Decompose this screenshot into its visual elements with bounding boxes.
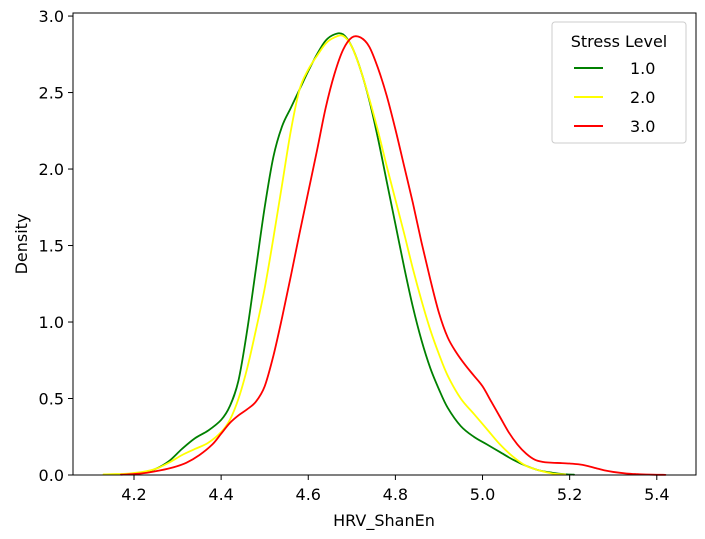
y-tick-label: 1.5 [39,237,64,256]
y-tick-label: 2.0 [39,160,64,179]
x-axis: 4.2 4.4 4.6 4.8 5.0 5.2 5.4 [121,475,670,504]
x-tick-label: 4.8 [383,485,408,504]
legend-title: Stress Level [571,32,668,51]
legend-label-1.0: 1.0 [630,59,655,78]
x-tick-label: 4.2 [121,485,146,504]
y-tick-label: 2.5 [39,84,64,103]
x-tick-label: 4.6 [296,485,321,504]
series-layer [102,32,667,476]
y-tick-label: 1.0 [39,313,64,332]
x-tick-label: 5.4 [644,485,669,504]
series-line-2.0 [102,34,567,476]
plot-frame [72,12,697,476]
x-tick-label: 5.0 [470,485,495,504]
legend: Stress Level 1.0 2.0 3.0 [551,21,687,144]
series-line-1.0 [128,32,575,476]
legend-entries: 1.0 2.0 3.0 [574,59,655,136]
legend-label-2.0: 2.0 [630,88,655,107]
y-tick-label: 3.0 [39,7,64,26]
x-tick-label: 4.4 [208,485,233,504]
y-axis: 0.0 0.5 1.0 1.5 2.0 2.5 3.0 [39,7,73,485]
x-axis-label: HRV_ShanEn [333,511,435,531]
plot-area [72,12,697,476]
series-line-3.0 [120,35,667,476]
y-tick-label: 0.0 [39,466,64,485]
x-tick-label: 5.2 [557,485,582,504]
legend-frame [551,21,687,144]
legend-label-3.0: 3.0 [630,117,655,136]
y-tick-label: 0.5 [39,390,64,409]
y-axis-label: Density [12,214,31,275]
